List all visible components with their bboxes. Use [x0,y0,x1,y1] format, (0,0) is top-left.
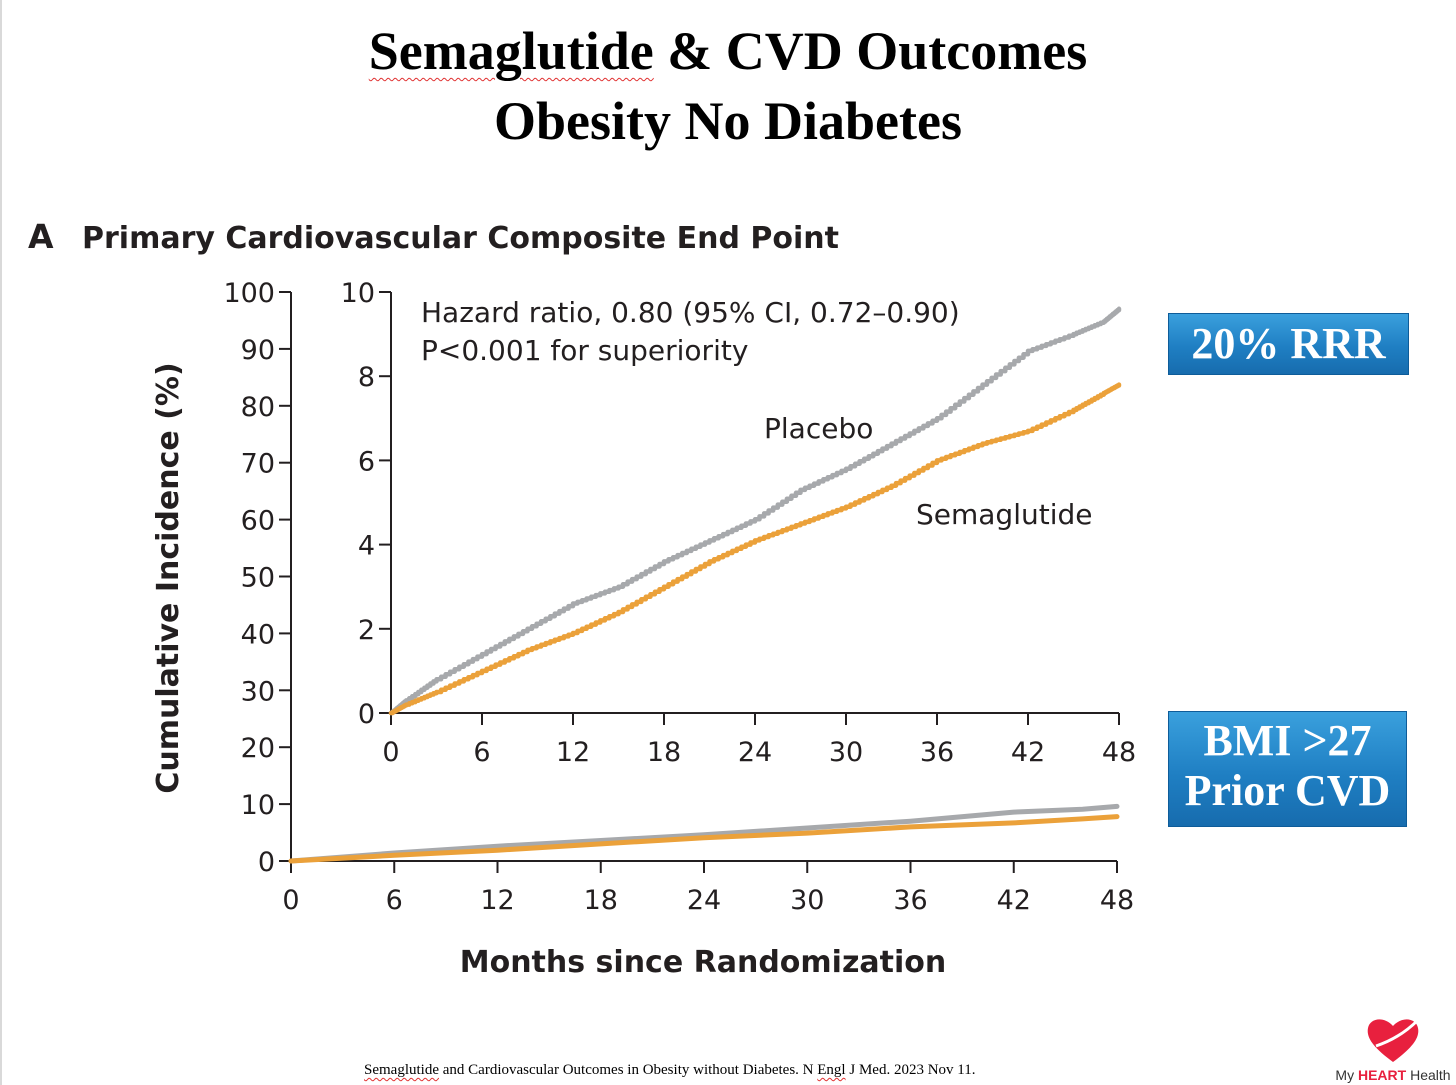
main-y-tick-label: 60 [241,506,275,537]
inset-x-tick-label: 0 [382,737,399,768]
main-x-tick-label: 30 [790,885,824,916]
main-x-tick-label: 18 [584,885,618,916]
slide-title-line-1: Semaglutide & CVD Outcomes [0,20,1456,82]
hazard-ratio-annotation: Hazard ratio, 0.80 (95% CI, 0.72–0.90) [421,296,960,329]
slide-title-line-2: Obesity No Diabetes [494,91,962,151]
main-y-tick-label: 90 [241,335,275,366]
inset-x-tick-label: 30 [829,737,863,768]
citation-mid: and Cardiovascular Outcomes in Obesity w… [439,1062,818,1078]
inset-plot [292,270,1152,720]
my-heart-health-logo: My HEART Health [1330,1010,1456,1085]
spellcheck-word: Semaglutide [368,21,654,81]
inset-series-semaglutide [388,382,1122,716]
inset-x-tick-label: 36 [920,737,954,768]
rrr-callout: 20% RRR [1168,313,1409,375]
main-series-placebo [288,803,1120,864]
inset-series-placebo [388,306,1122,716]
inset-background [292,270,1152,720]
main-y-tick-label: 70 [241,449,275,480]
logo-text: My HEART Health [1330,1067,1456,1083]
inset-y-tick-label: 10 [341,278,375,309]
inset-x-tick-label: 6 [473,737,490,768]
main-x-tick-label: 24 [687,885,721,916]
citation-spellcheck-word-2: Engl [817,1062,846,1078]
main-y-tick-label: 50 [241,563,275,594]
semaglutide-label: Semaglutide [916,498,1093,531]
citation-end: J Med. 2023 Nov 11. [845,1062,976,1078]
population-callout-line-1: BMI >27 [1203,716,1372,765]
inset-y-tick-label: 6 [358,446,375,477]
main-series-semaglutide [288,814,1120,864]
heart-icon [1367,1018,1420,1062]
inset-x-tick-label: 42 [1011,737,1045,768]
population-callout-line-2: Prior CVD [1184,766,1391,815]
main-y-tick-label: 80 [241,392,275,423]
main-x-tick-label: 36 [893,885,927,916]
inset-series-lines [388,306,1122,716]
main-x-tick-label: 0 [282,885,299,916]
inset-y-tick-label: 4 [358,531,375,562]
main-x-tick-label: 6 [386,885,403,916]
main-x-tick-label: 48 [1100,885,1134,916]
logo-prefix: My [1335,1067,1358,1083]
chart-title: Primary Cardiovascular Composite End Poi… [82,221,839,256]
main-y-tick-label: 10 [241,790,275,821]
inset-x-tick-label: 24 [738,737,772,768]
main-series-lines [288,803,1120,864]
p-value-annotation: P<0.001 for superiority [421,334,748,367]
main-y-tick-label: 20 [241,733,275,764]
x-axis-label: Months since Randomization [460,945,947,980]
inset-y-tick-label: 2 [358,615,375,646]
slide-left-border [0,0,2,1085]
title-line-1-rest: & CVD Outcomes [653,21,1088,81]
inset-x-tick-label: 12 [556,737,590,768]
inset-y-tick-label: 0 [358,699,375,730]
main-x-tick-label: 42 [997,885,1031,916]
population-callout: BMI >27 Prior CVD [1168,711,1407,827]
y-axis-label: Cumulative Incidence (%) [151,362,186,793]
placebo-label: Placebo [764,412,873,445]
main-y-tick-label: 30 [241,676,275,707]
inset-y-tick-label: 8 [358,362,375,393]
panel-letter: A [28,217,54,256]
citation: Semaglutide and Cardiovascular Outcomes … [364,1062,975,1079]
main-x-tick-label: 12 [480,885,514,916]
main-y-tick-label: 100 [223,278,275,309]
citation-spellcheck-word-1: Semaglutide [364,1062,439,1078]
inset-x-tick-label: 48 [1102,737,1136,768]
main-y-tick-label: 0 [258,847,275,878]
main-y-tick-label: 40 [241,619,275,650]
logo-suffix: Health [1406,1067,1451,1083]
inset-x-tick-label: 18 [647,737,681,768]
logo-brand: HEART [1357,1067,1407,1083]
